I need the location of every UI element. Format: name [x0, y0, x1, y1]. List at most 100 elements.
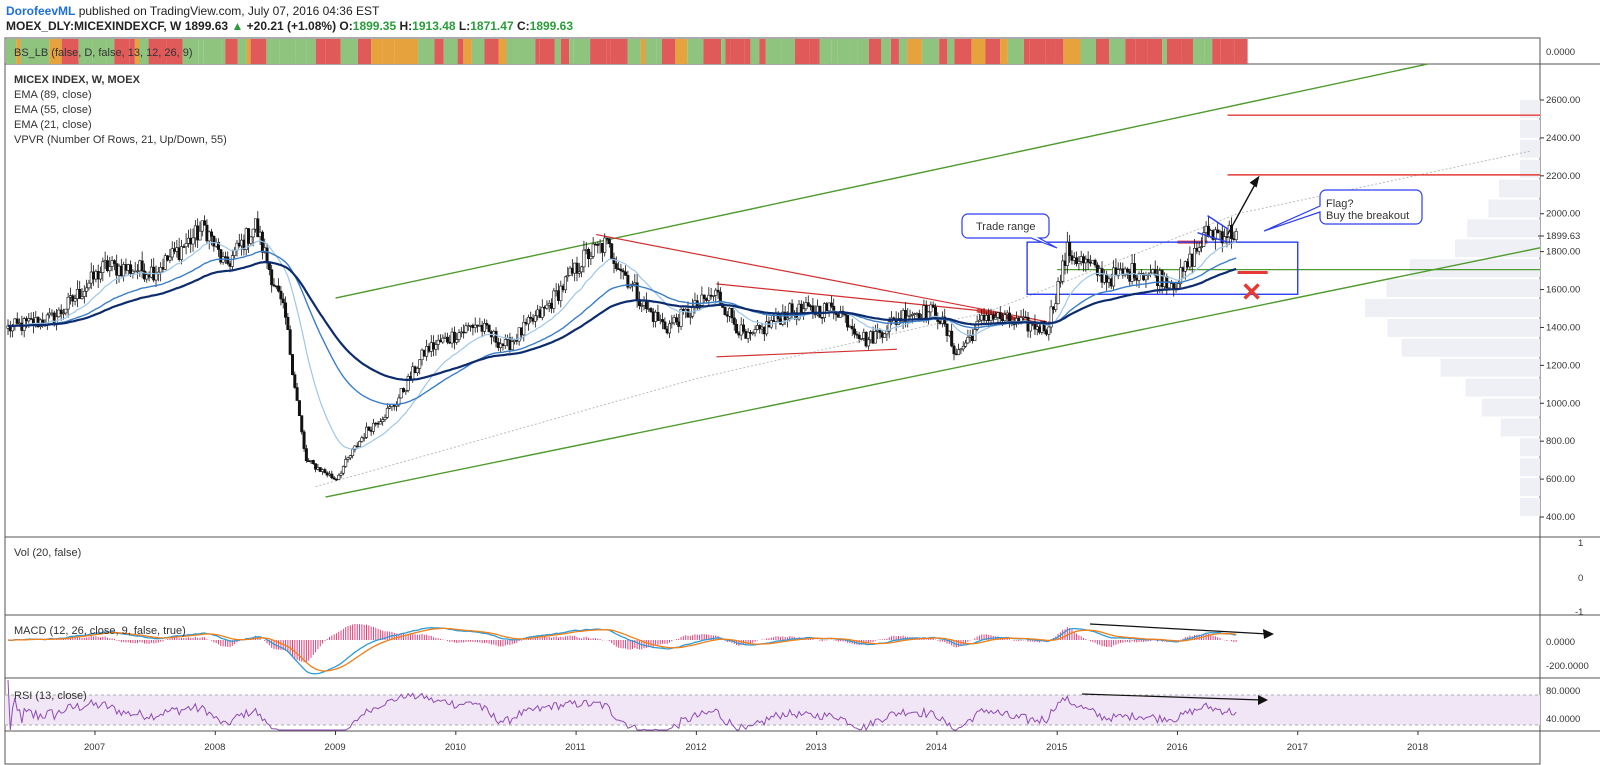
ema21-legend[interactable]: EMA (21, close) [14, 119, 92, 131]
candle-body [1223, 236, 1227, 244]
candle-body [365, 426, 369, 438]
macd-divergence-arrow[interactable] [1089, 623, 1269, 635]
bs-lb-segment [357, 39, 372, 64]
candle-body [607, 238, 611, 245]
bs-lb-segment [921, 39, 940, 64]
candle-body [679, 308, 683, 327]
candle-body [603, 237, 607, 253]
bs-lb-segment [340, 39, 358, 64]
candle-body [1123, 268, 1127, 276]
flag-bottom-line[interactable] [1197, 232, 1228, 243]
main-series-legend[interactable]: MICEX INDEX, W, MOEX [14, 74, 141, 86]
price-tick-label: 1000.00 [1546, 398, 1580, 409]
red-resistance-line[interactable] [596, 233, 1048, 323]
macd-legend[interactable]: MACD (12, 26, close, 9, false, true) [14, 625, 186, 637]
candle-body [806, 302, 810, 307]
candle-body [695, 300, 699, 309]
rsi-divergence-arrow[interactable] [1081, 693, 1263, 701]
flag-top-line[interactable] [1207, 215, 1228, 230]
bs-lb-segment [627, 39, 641, 64]
price-scale[interactable]: 2600.00 2400.00 2200.00 2000.00 1800.00 1600.… [1540, 95, 1580, 523]
bs-lb-segment [939, 39, 948, 64]
bs-axis-label: 0.0000 [1546, 47, 1575, 58]
candle-body [404, 390, 408, 393]
candle-body [397, 397, 401, 406]
bs-lb-segment [129, 39, 135, 64]
vpvr-profile [1365, 100, 1540, 516]
candle-body [249, 236, 253, 244]
candle-body [896, 318, 900, 325]
bs-lb-segment [881, 39, 891, 64]
candle-body [1213, 229, 1217, 240]
bs-lb-segment [809, 39, 820, 64]
candle-body [482, 323, 486, 332]
vol-tick-minus1: -1 [1575, 607, 1583, 618]
candle-body [385, 407, 389, 418]
trade-range-box[interactable] [1026, 241, 1299, 295]
candle-body [399, 388, 403, 399]
trade-range-callout[interactable]: Trade range [961, 213, 1058, 249]
ema89-legend[interactable]: EMA (89, close) [14, 89, 92, 101]
candle-body [998, 312, 1002, 319]
candle-body [580, 266, 584, 273]
ema55-legend[interactable]: EMA (55, close) [14, 104, 92, 116]
symbol-name[interactable]: MOEX_DLY:MICEXINDEXCF, W [6, 19, 182, 33]
candle-body [344, 459, 348, 467]
bs-lb-segment [569, 39, 574, 64]
bs-lb-legend[interactable]: BS_LB (false, D, false, 13, 12, 26, 9) [14, 47, 193, 59]
candle-body [522, 322, 526, 336]
change-up-icon: ▲ [231, 19, 244, 33]
candle-body [753, 329, 757, 334]
bs-lb-segment [371, 39, 383, 64]
candle-body [219, 249, 223, 263]
candle-body [337, 474, 341, 480]
candle-body [1153, 269, 1157, 276]
bs-lb-segment [819, 39, 832, 64]
candle-body [441, 337, 445, 343]
vol-tick-1: 1 [1578, 538, 1583, 549]
bs-lb-segment [898, 39, 908, 64]
triangle-bottom-line[interactable] [716, 348, 897, 358]
high-value: 1913.48 [412, 19, 456, 33]
bs-lb-segment [457, 39, 464, 64]
candle-body [341, 466, 345, 474]
candle-body [785, 317, 789, 320]
bs-lb-segment [203, 39, 222, 64]
author-link[interactable]: DorofeevML [6, 4, 76, 18]
candle-body [843, 313, 847, 316]
candle-body [304, 448, 308, 462]
candle-body [87, 282, 91, 289]
vol-legend[interactable]: Vol (20, false) [14, 547, 81, 559]
vpvr-row [1520, 458, 1540, 477]
macd-line [7, 626, 1237, 675]
bs-lb-segment [279, 39, 296, 64]
bs-lb-segment [849, 39, 858, 64]
candle-body [129, 264, 133, 274]
candle-body [265, 247, 269, 264]
bs-lb-segment [148, 39, 167, 64]
candle-body [1112, 267, 1116, 287]
price-tick-label: 400.00 [1546, 512, 1575, 523]
breakout-arrow[interactable] [1226, 179, 1259, 235]
bs-lb-segment [114, 39, 130, 64]
candle-body [746, 331, 750, 339]
channel-lower-line[interactable] [325, 247, 1541, 498]
channel-upper-line[interactable] [335, 63, 1429, 299]
candle-body [247, 228, 251, 244]
triangle-top-line[interactable] [716, 283, 988, 312]
rsi-legend[interactable]: RSI (13, close) [14, 690, 87, 702]
candle-body [457, 332, 461, 340]
vpvr-row [1520, 498, 1540, 516]
candle-body [846, 314, 850, 328]
price-tick-label: 1800.00 [1546, 247, 1580, 258]
bs-lb-segment [1063, 39, 1081, 64]
year-tick-label: 2011 [565, 742, 585, 753]
vpvr-legend[interactable]: VPVR (Number Of Rows, 21, Up/Down, 55) [14, 134, 227, 146]
bs-lb-segment [868, 39, 882, 64]
bs-lb-segment [1045, 39, 1056, 64]
close-label: C: [516, 19, 530, 33]
flag-callout[interactable]: Flag? Buy the breakout [1263, 189, 1423, 232]
time-axis[interactable]: 2007 2008 2009 2010 2011 2012 2013 2014 2015 2016… [84, 731, 1428, 753]
candle-body [311, 460, 315, 464]
